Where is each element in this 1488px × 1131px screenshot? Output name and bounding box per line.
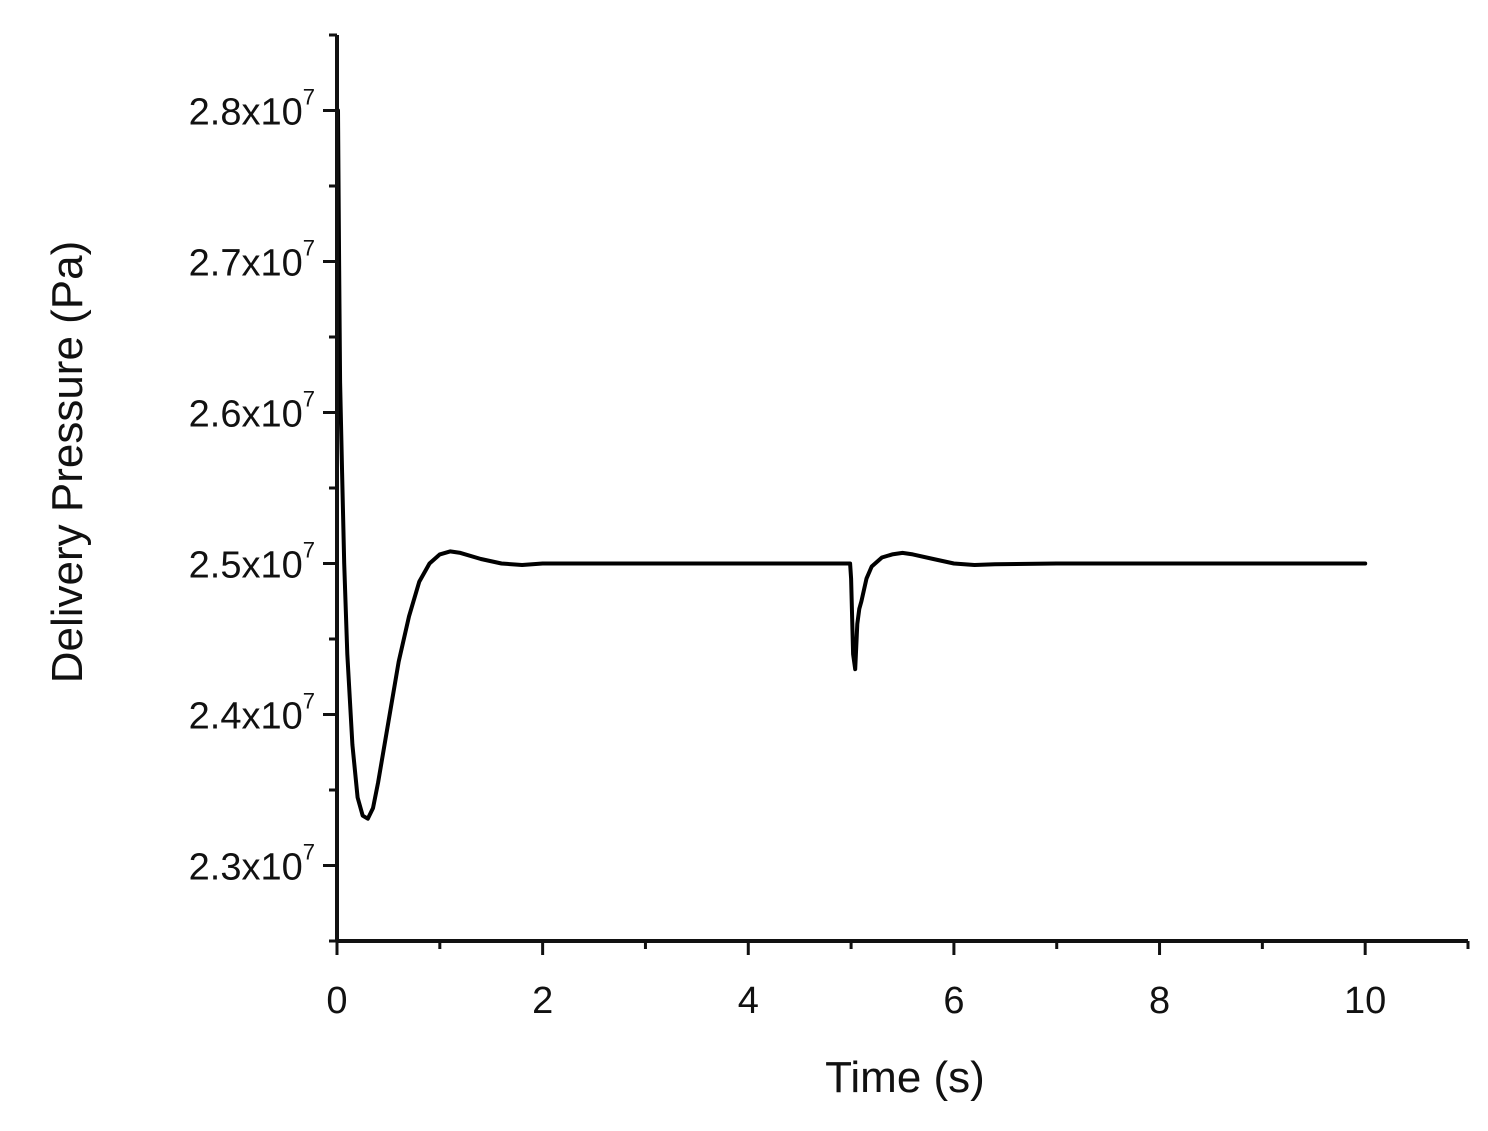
x-tick-label: 6 — [943, 980, 964, 1022]
y-tick-label: 2.4x107 — [189, 689, 315, 738]
plot-area — [335, 108, 1368, 821]
x-tick-label: 8 — [1149, 980, 1170, 1022]
x-tick-label: 4 — [738, 980, 759, 1022]
y-tick-label: 2.5x107 — [189, 538, 315, 587]
axes — [323, 33, 1470, 955]
x-tick-label: 10 — [1344, 980, 1386, 1022]
y-tick-label: 2.8x107 — [189, 85, 315, 134]
y-tick-label: 2.6x107 — [189, 387, 315, 436]
x-tick-label: 0 — [326, 980, 347, 1022]
tick-labels: 0 2 4 6 8 10 2.3x107 2.4x107 2.5x107 2.6x107 2.7x1… — [189, 85, 1387, 1023]
y-tick-label: 2.3x107 — [189, 840, 315, 889]
series-line — [335, 108, 1368, 821]
x-tick-label: 2 — [532, 980, 553, 1022]
x-axis-title: Time (s) — [825, 1053, 985, 1102]
y-tick-label: 2.7x107 — [189, 236, 315, 285]
y-axis-title: Delivery Pressure (Pa) — [43, 241, 92, 684]
